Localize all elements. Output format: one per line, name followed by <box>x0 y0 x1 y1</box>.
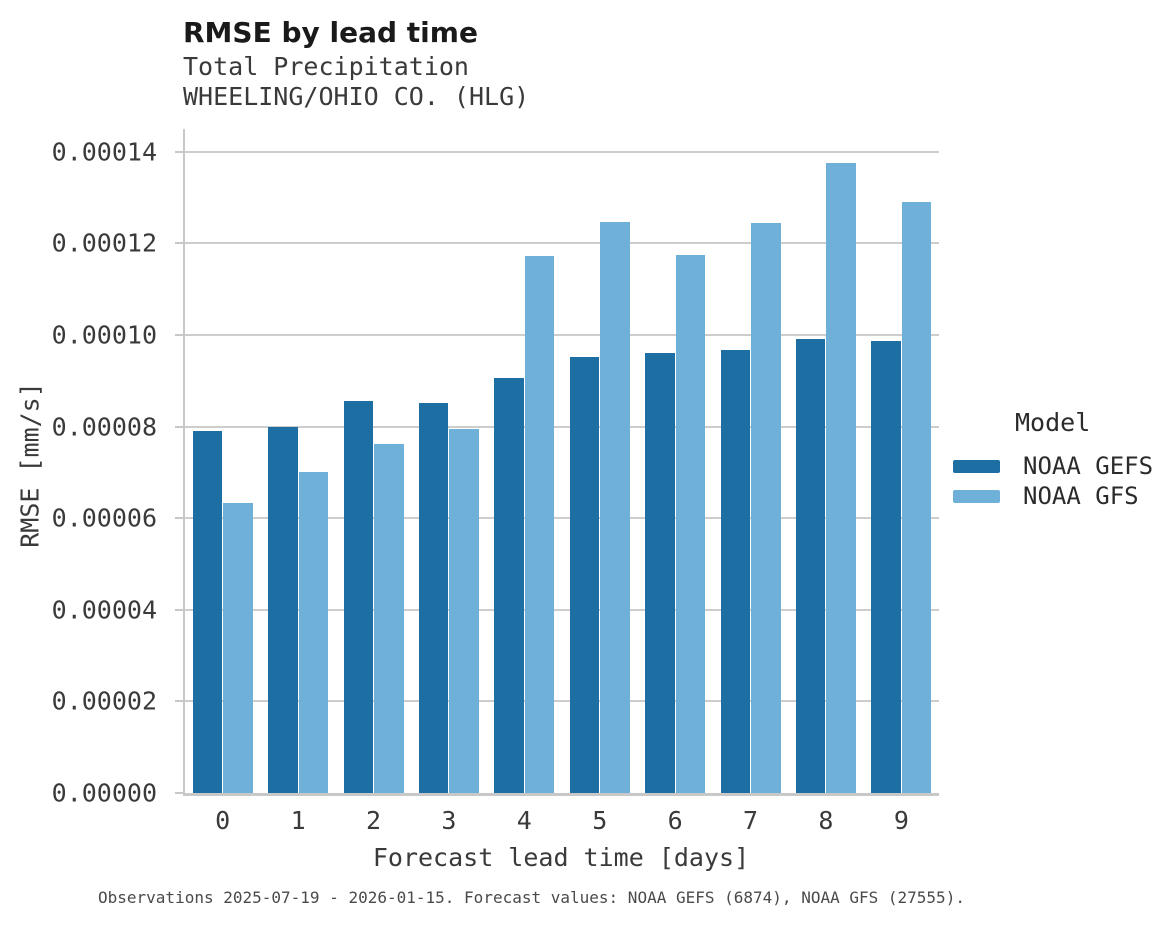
x-tick-label-5: 5 <box>592 806 608 835</box>
bar-noaa-gfs-day2 <box>374 444 404 793</box>
y-tick-mark <box>175 609 185 611</box>
legend-label: NOAA GEFS <box>1023 452 1154 480</box>
y-axis-label: RMSE [mm/s] <box>15 382 45 548</box>
bar-noaa-gfs-day3 <box>449 429 479 793</box>
bar-groups <box>185 129 939 793</box>
legend-item-noaa-gfs: NOAA GFS <box>953 481 1153 511</box>
bar-noaa-gefs-day1 <box>268 427 298 793</box>
gridline-y <box>185 334 939 336</box>
gridline-y <box>185 517 939 519</box>
bar-noaa-gefs-day9 <box>871 341 901 793</box>
chart-subtitle-station: WHEELING/OHIO CO. (HLG) <box>183 82 530 111</box>
y-tick-mark <box>175 700 185 702</box>
bar-noaa-gefs-day6 <box>645 353 675 793</box>
bar-noaa-gefs-day4 <box>494 378 524 793</box>
gridline-y <box>185 426 939 428</box>
gridline-y <box>185 700 939 702</box>
bar-group-2 <box>336 129 411 793</box>
bar-noaa-gefs-day0 <box>192 431 223 793</box>
bar-group-3 <box>411 129 486 793</box>
bar-noaa-gfs-day7 <box>751 223 781 793</box>
y-tick-label: 0.00014 <box>51 137 157 167</box>
x-tick-label-1: 1 <box>290 806 306 835</box>
x-axis-label: Forecast lead time [days] <box>372 843 750 872</box>
y-tick-mark <box>175 151 185 153</box>
bar-group-1 <box>260 129 335 793</box>
chart-subtitle-variable: Total Precipitation <box>183 52 469 81</box>
bar-noaa-gfs-day4 <box>524 256 555 793</box>
bar-noaa-gfs-day6 <box>675 255 706 793</box>
legend-label: NOAA GFS <box>1023 482 1139 510</box>
bar-noaa-gfs-day1 <box>298 472 329 793</box>
x-tick-label-6: 6 <box>667 806 683 835</box>
bar-noaa-gefs-day5 <box>569 357 600 793</box>
legend: Model NOAA GEFS NOAA GFS <box>953 408 1153 511</box>
bar-noaa-gfs-day9 <box>901 202 932 793</box>
bar-group-5 <box>562 129 637 793</box>
y-tick-label: 0.00000 <box>51 778 157 808</box>
bar-group-4 <box>487 129 562 793</box>
x-tick-label-4: 4 <box>516 806 532 835</box>
plot-area: 0.00000 0.00002 0.00004 0.00006 0.00008 0.000… <box>52 129 939 808</box>
chart-title: RMSE by lead time <box>183 16 478 49</box>
x-tick-label-2: 2 <box>365 806 382 835</box>
bar-group-8 <box>788 129 863 793</box>
legend-title: Model <box>1015 408 1091 437</box>
bar-noaa-gefs-day8 <box>795 339 826 793</box>
y-tick-label: 0.00008 <box>51 412 157 442</box>
y-tick-label: 0.00012 <box>51 228 157 258</box>
gridline-y <box>185 609 939 611</box>
bar-noaa-gefs-day2 <box>343 401 374 793</box>
x-tick-label-3: 3 <box>441 806 457 835</box>
x-tick-label-0: 0 <box>215 806 231 835</box>
y-tick-mark <box>175 242 185 244</box>
y-tick-mark <box>175 792 185 794</box>
gridline-y <box>185 151 939 153</box>
y-tick-label: 0.00002 <box>51 686 157 716</box>
y-tick-label: 0.00006 <box>51 503 157 533</box>
legend-item-noaa-gefs: NOAA GEFS <box>953 451 1153 481</box>
x-axis-ticks: 0 1 2 3 4 5 6 7 8 9 <box>185 806 939 835</box>
y-tick-mark <box>175 426 185 428</box>
y-tick-label: 0.00004 <box>51 595 157 625</box>
bar-noaa-gefs-day3 <box>418 403 449 793</box>
bar-group-9 <box>864 129 939 793</box>
bar-group-0 <box>185 129 260 793</box>
bar-noaa-gfs-day0 <box>223 503 253 793</box>
legend-swatch-icon <box>953 459 1000 473</box>
bar-noaa-gfs-day8 <box>826 163 856 793</box>
bar-noaa-gefs-day7 <box>720 350 751 793</box>
bar-group-7 <box>713 129 788 793</box>
footnote-caption: Observations 2025-07-19 - 2026-01-15. Fo… <box>98 888 965 907</box>
bar-group-6 <box>637 129 712 793</box>
x-tick-label-9: 9 <box>893 806 909 835</box>
x-tick-label-7: 7 <box>743 806 759 835</box>
bar-noaa-gfs-day5 <box>600 222 630 793</box>
gridline-y <box>185 242 939 244</box>
y-tick-label: 0.00010 <box>51 320 157 350</box>
x-tick-label-8: 8 <box>818 806 834 835</box>
legend-swatch-icon <box>953 489 1000 503</box>
y-tick-mark <box>175 334 185 336</box>
y-tick-mark <box>175 517 185 519</box>
